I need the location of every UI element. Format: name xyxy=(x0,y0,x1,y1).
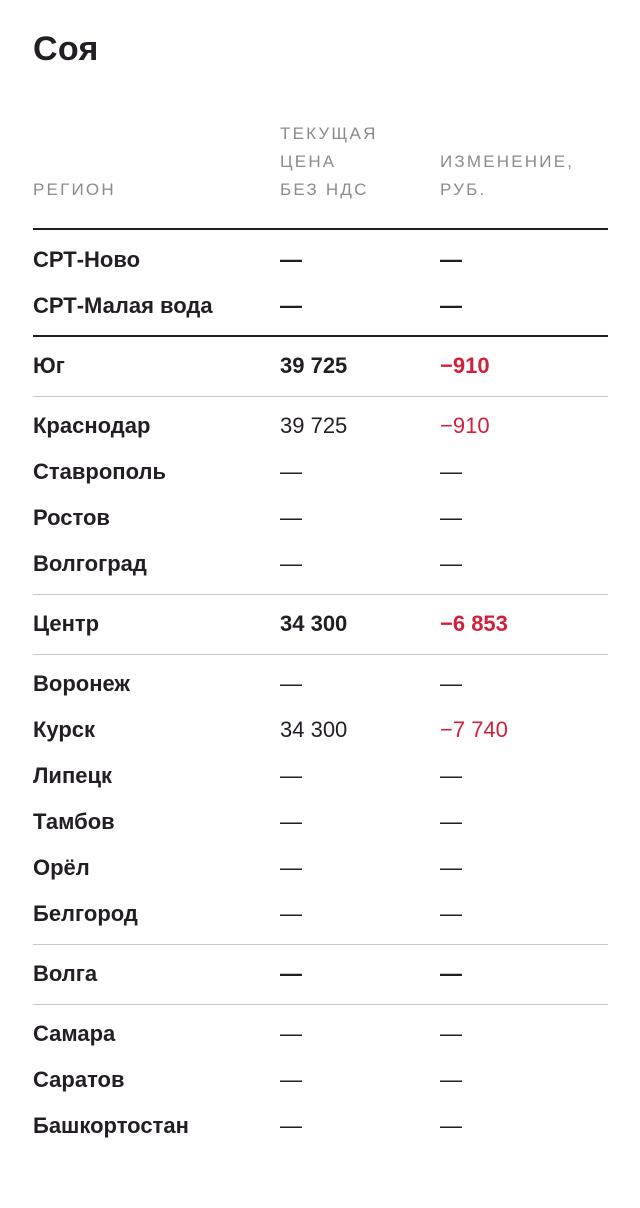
table-row: Краснодар 39 725 −910 xyxy=(33,404,608,450)
table-row: СРТ-Ново — — xyxy=(33,238,608,284)
price-cell: — xyxy=(280,961,302,986)
table-row: Волга — — xyxy=(33,952,608,998)
region-cell: Центр xyxy=(33,611,100,636)
table-row: Липецк — — xyxy=(33,754,608,800)
table-row: Ставрополь — — xyxy=(33,450,608,496)
price-cell: — xyxy=(280,855,302,880)
table-row: Орёл — — xyxy=(33,846,608,892)
table-row: Ростов — — xyxy=(33,496,608,542)
column-header-change: Изменение, руб. xyxy=(440,152,575,199)
region-cell: Волга xyxy=(33,961,98,986)
change-cell: — xyxy=(440,809,462,834)
table-row: Белгород — — xyxy=(33,892,608,938)
region-cell: Саратов xyxy=(33,1067,125,1092)
region-cell: Тамбов xyxy=(33,809,115,834)
table-row: Тамбов — — xyxy=(33,800,608,846)
price-cell: — xyxy=(280,809,302,834)
region-cell: Воронеж xyxy=(33,671,131,696)
row-divider xyxy=(33,588,608,602)
region-cell: СРТ-Ново xyxy=(33,247,141,272)
row-divider xyxy=(33,390,608,404)
change-cell: — xyxy=(440,459,462,484)
region-cell: Юг xyxy=(33,353,65,378)
price-cell: — xyxy=(280,1113,302,1138)
change-cell: −7 740 xyxy=(440,717,508,742)
change-cell: — xyxy=(440,505,462,530)
table-row: Центр 34 300 −6 853 xyxy=(33,602,608,648)
region-cell: Ставрополь xyxy=(33,459,166,484)
table-row: Саратов — — xyxy=(33,1058,608,1104)
change-cell: — xyxy=(440,901,462,926)
change-cell: — xyxy=(440,1067,462,1092)
table-header: Регион Текущая цена без НДС Изменение, р… xyxy=(33,122,608,230)
table-row: СРТ-Малая вода — — xyxy=(33,284,608,330)
change-cell: — xyxy=(440,551,462,576)
change-cell: — xyxy=(440,855,462,880)
change-cell: — xyxy=(440,763,462,788)
change-cell: — xyxy=(440,1021,462,1046)
change-cell: −6 853 xyxy=(440,611,508,636)
region-cell: Орёл xyxy=(33,855,90,880)
row-divider xyxy=(33,998,608,1012)
column-header-price: Текущая цена без НДС xyxy=(280,124,378,199)
change-cell: −910 xyxy=(440,353,490,378)
table-row: Юг 39 725 −910 xyxy=(33,344,608,390)
table-row: Башкортостан — — xyxy=(33,1104,608,1150)
price-cell: — xyxy=(280,247,302,272)
price-cell: 39 725 xyxy=(280,353,348,378)
price-cell: 34 300 xyxy=(280,611,348,636)
table-row: Волгоград — — xyxy=(33,542,608,588)
price-cell: — xyxy=(280,763,302,788)
row-divider xyxy=(33,938,608,952)
price-cell: — xyxy=(280,551,302,576)
region-cell: Курск xyxy=(33,717,96,742)
table-row: Курск 34 300 −7 740 xyxy=(33,708,608,754)
section-divider xyxy=(33,330,608,344)
table-row: Самара — — xyxy=(33,1012,608,1058)
region-cell: Ростов xyxy=(33,505,110,530)
page-title: Соя xyxy=(33,30,99,68)
region-cell: Белгород xyxy=(33,901,138,926)
price-cell: — xyxy=(280,293,302,318)
region-cell: Волгоград xyxy=(33,551,147,576)
price-cell: — xyxy=(280,671,302,696)
change-cell: — xyxy=(440,247,462,272)
region-cell: Самара xyxy=(33,1021,116,1046)
price-cell: 39 725 xyxy=(280,413,348,438)
region-cell: Башкортостан xyxy=(33,1113,189,1138)
price-cell: — xyxy=(280,459,302,484)
change-cell: −910 xyxy=(440,413,490,438)
change-cell: — xyxy=(440,1113,462,1138)
price-cell: — xyxy=(280,1067,302,1092)
column-header-region: Регион xyxy=(33,180,116,199)
table-row: Воронеж — — xyxy=(33,662,608,708)
table-body: СРТ-Ново — — СРТ-Малая вода — — Юг 39 72… xyxy=(33,238,608,1150)
change-cell: — xyxy=(440,293,462,318)
price-cell: — xyxy=(280,901,302,926)
price-cell: — xyxy=(280,1021,302,1046)
change-cell: — xyxy=(440,961,462,986)
region-cell: СРТ-Малая вода xyxy=(33,293,213,318)
price-cell: — xyxy=(280,505,302,530)
region-cell: Краснодар xyxy=(33,413,151,438)
region-cell: Липецк xyxy=(33,763,113,788)
row-divider xyxy=(33,648,608,662)
price-cell: 34 300 xyxy=(280,717,348,742)
change-cell: — xyxy=(440,671,462,696)
